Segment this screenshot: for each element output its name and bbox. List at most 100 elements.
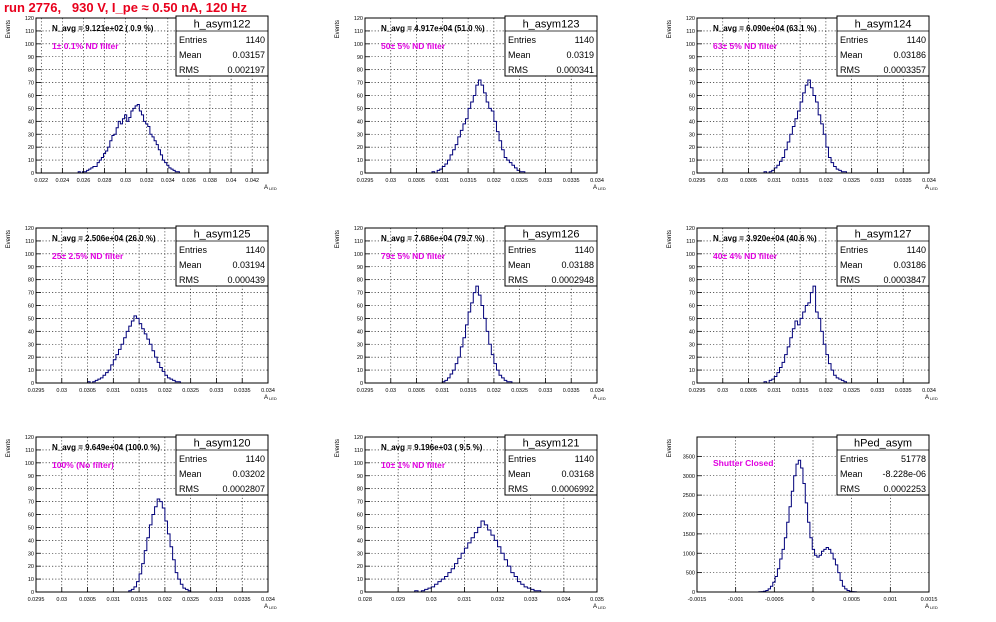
x-tick-label: 0.031 (106, 388, 120, 394)
y-tick-label: 20 (28, 564, 34, 570)
histogram-panel-h_asym127: 0.0295 0.03 0.0305 0.031 0.0315 0.032 0.0325 0.… (667, 225, 938, 401)
y-tick-label: 90 (689, 265, 695, 271)
x-tick-label: 0.0315 (792, 388, 809, 394)
x-tick-label: 0.032 (487, 388, 501, 394)
stats-mean-value: 0.0319 (566, 50, 594, 60)
histogram-panel-h_asym122: 0.022 0.024 0.026 0.028 0.03 0.032 0.034 0.036 0… (6, 15, 277, 191)
x-tick-label: 0.031 (767, 178, 781, 184)
x-tick-label: 0.03 (56, 597, 67, 603)
y-axis-label: Events (667, 439, 673, 457)
stats-title: hPed_asym (854, 438, 912, 450)
y-tick-label: 60 (357, 513, 363, 519)
y-tick-label: 70 (28, 291, 34, 297)
y-tick-label: 0 (360, 590, 363, 596)
y-tick-label: 10 (357, 158, 363, 164)
y-tick-label: 60 (28, 513, 34, 519)
x-axis-label: A (925, 185, 929, 191)
y-tick-label: 10 (28, 158, 34, 164)
stats-box (504, 15, 598, 77)
histogram-panel-h_asym123: 0.0295 0.03 0.0305 0.031 0.0315 0.032 0.0325 0.… (335, 15, 606, 191)
y-tick-label: 80 (689, 278, 695, 284)
x-tick-label: 0.0295 (28, 597, 45, 603)
y-axis-label: Events (6, 20, 12, 38)
y-tick-label: 50 (28, 106, 34, 112)
y-tick-label: 10 (28, 577, 34, 583)
stats-mean-value: -8.228e-06 (882, 469, 926, 479)
x-axis-label-subscript: LED (269, 186, 277, 191)
stats-entries-value: 1140 (575, 454, 594, 464)
navg-label: N_avg = 9.649e+04 (100.0 %) (52, 443, 160, 452)
x-axis-label: A (593, 604, 597, 610)
stats-entries-label: Entries (840, 35, 869, 45)
x-tick-label: 0.028 (358, 597, 372, 603)
y-tick-label: 50 (28, 316, 34, 322)
x-tick-label: 0.0295 (689, 178, 706, 184)
x-tick-label: 0.033 (539, 388, 553, 394)
x-tick-label: 0.0335 (895, 178, 912, 184)
stats-entries-value: 1140 (907, 35, 926, 45)
y-tick-label: 60 (28, 304, 34, 310)
x-tick-label: 0.0315 (792, 178, 809, 184)
x-tick-label: 0.0335 (563, 388, 580, 394)
y-tick-label: 120 (354, 226, 363, 232)
x-tick-label: 0.04 (226, 178, 237, 184)
filter-label: 100% (No filter) (52, 460, 114, 470)
y-tick-label: 100 (354, 461, 363, 467)
y-tick-label: 100 (354, 42, 363, 48)
y-tick-label: 40 (357, 538, 363, 544)
stats-box (504, 225, 598, 287)
x-tick-label: 0.0315 (460, 388, 477, 394)
stats-mean-label: Mean (508, 50, 531, 60)
x-tick-label: 0.035 (590, 597, 604, 603)
y-tick-label: 30 (357, 342, 363, 348)
x-tick-label: 0.031 (767, 388, 781, 394)
x-tick-label: 0.0305 (79, 388, 96, 394)
stats-rms-label: RMS (179, 65, 199, 75)
x-tick-label: 0.0325 (182, 388, 199, 394)
y-tick-label: 100 (25, 461, 34, 467)
y-tick-label: 60 (689, 94, 695, 100)
y-tick-label: 110 (354, 239, 363, 245)
x-tick-label: 0.0335 (895, 388, 912, 394)
histogram-panel-h_asym126: 0.0295 0.03 0.0305 0.031 0.0315 0.032 0.0325 0.… (335, 225, 606, 401)
stats-rms-label: RMS (840, 275, 860, 285)
y-tick-label: 20 (689, 355, 695, 361)
y-tick-label: 50 (357, 316, 363, 322)
x-tick-label: 0.032 (158, 388, 172, 394)
x-tick-label: 0.033 (524, 597, 538, 603)
x-tick-label: 0.0325 (511, 178, 528, 184)
y-tick-label: 500 (686, 571, 695, 577)
x-tick-label: 0.0315 (460, 178, 477, 184)
x-axis-label-subscript: LED (269, 396, 277, 401)
x-tick-label: 0.042 (245, 178, 259, 184)
x-tick-label: 0.032 (819, 178, 833, 184)
y-tick-label: 40 (28, 119, 34, 125)
x-axis-label: A (925, 604, 929, 610)
x-tick-label: 0.032 (158, 597, 172, 603)
x-axis-label-subscript: LED (930, 186, 938, 191)
y-tick-label: 3500 (683, 454, 695, 460)
x-axis-label-subscript: LED (269, 605, 277, 610)
x-axis-label: A (925, 395, 929, 401)
stats-rms-label: RMS (179, 275, 199, 285)
y-tick-label: 10 (689, 368, 695, 374)
stats-rms-value: 0.0002948 (551, 275, 594, 285)
x-tick-label: 0.034 (161, 178, 175, 184)
y-tick-label: 1000 (683, 551, 695, 557)
x-tick-label: 0.029 (391, 597, 405, 603)
stats-entries-value: 1140 (575, 245, 594, 255)
x-tick-label: 0.034 (261, 597, 275, 603)
y-tick-label: 100 (354, 252, 363, 258)
x-tick-label: 0.034 (261, 388, 275, 394)
stats-entries-label: Entries (840, 245, 869, 255)
stats-rms-value: 0.002197 (227, 65, 265, 75)
y-tick-label: 0 (360, 381, 363, 387)
navg-label: N_avg = 9.121e+02 ( 0.9 %) (52, 24, 154, 33)
stats-title: h_asym123 (523, 19, 580, 31)
stats-rms-label: RMS (179, 484, 199, 494)
stats-mean-value: 0.03188 (561, 260, 594, 270)
y-tick-label: 50 (689, 106, 695, 112)
y-tick-label: 80 (28, 68, 34, 74)
stats-entries-label: Entries (179, 245, 208, 255)
histogram-line (414, 520, 542, 593)
